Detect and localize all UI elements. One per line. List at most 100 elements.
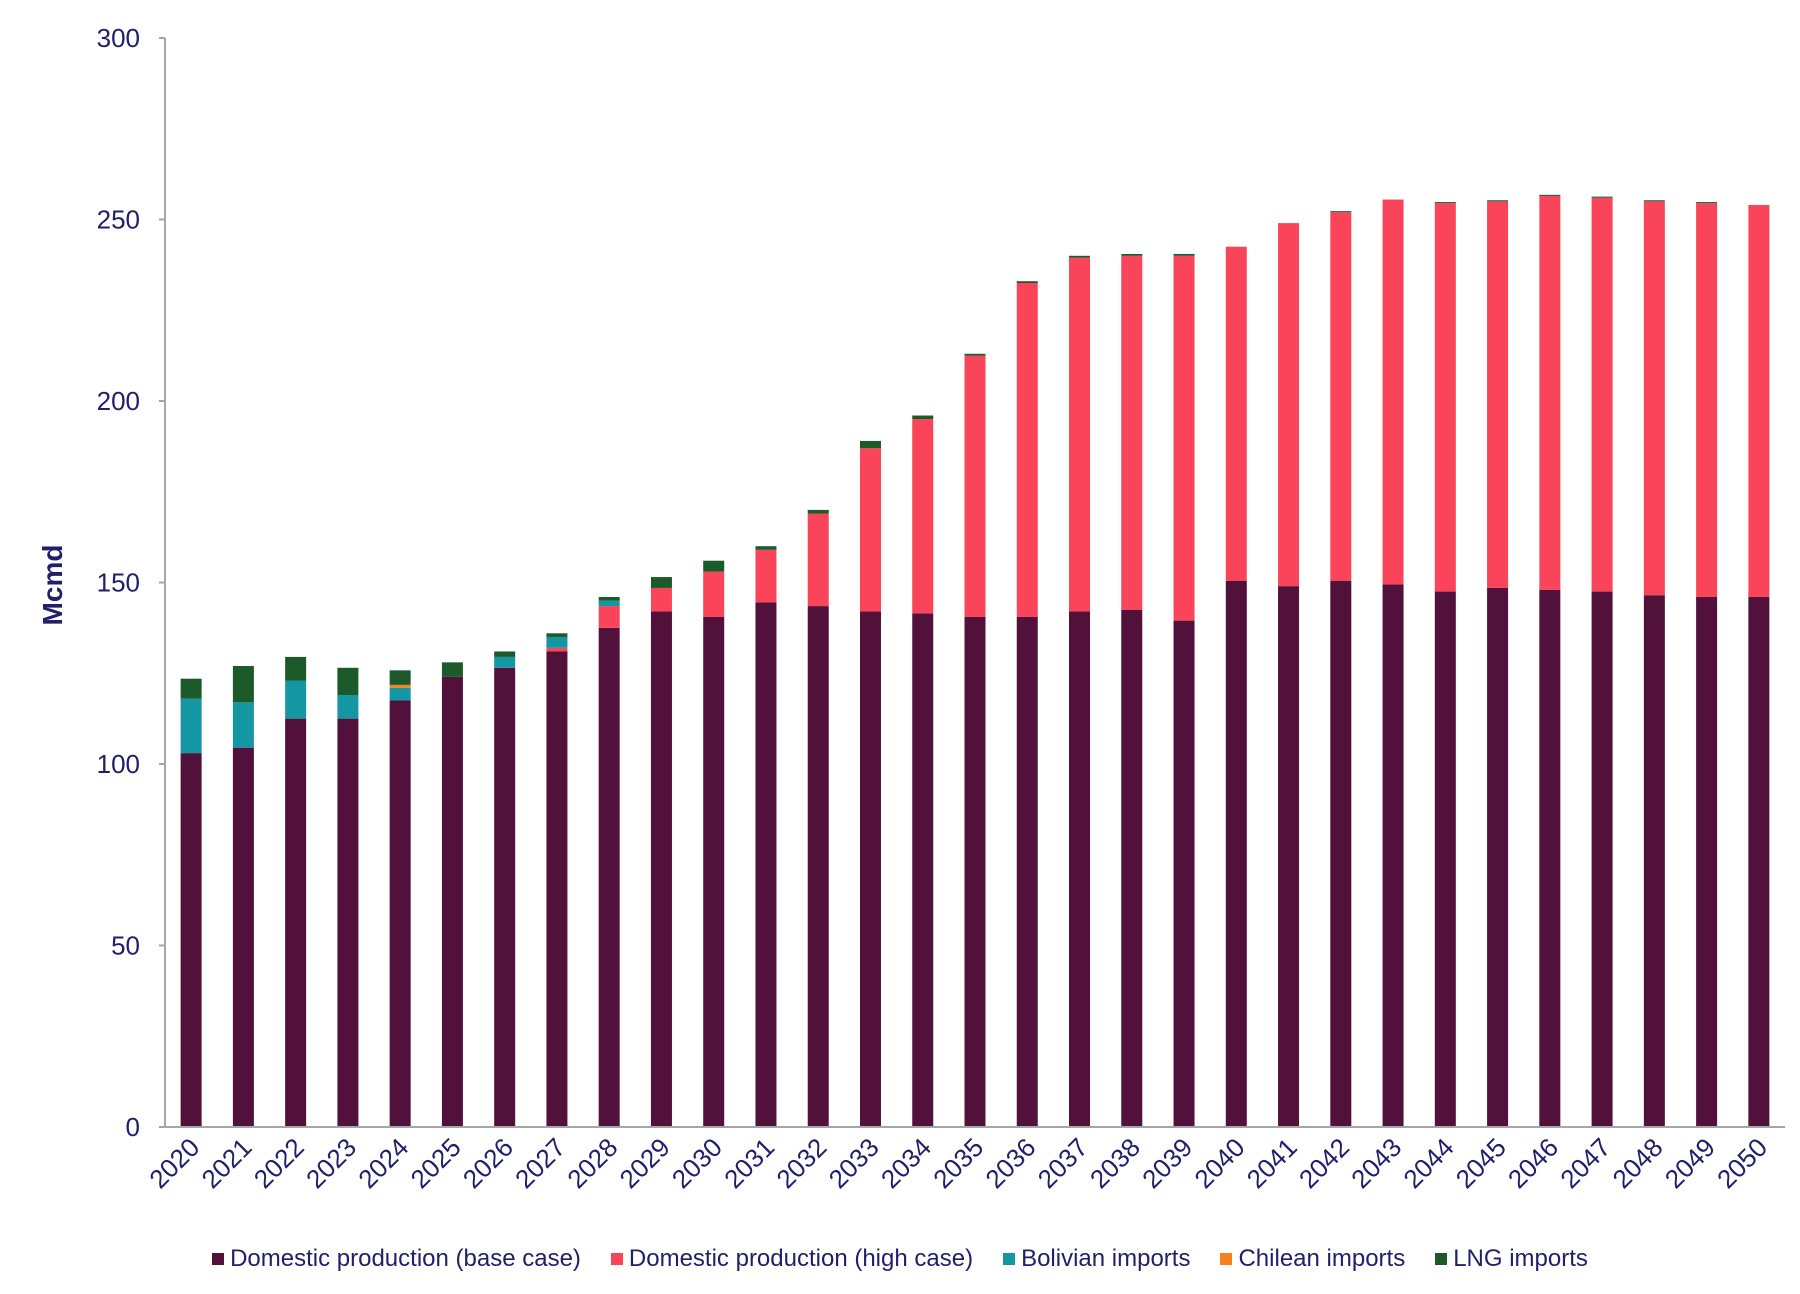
- x-tick-label: 2025: [405, 1132, 467, 1194]
- x-tick-label: 2034: [875, 1132, 937, 1194]
- bar-2039-series-1: [1173, 255, 1195, 621]
- bar-2022-series-2: [285, 680, 307, 719]
- bar-2020-series-4: [180, 678, 202, 699]
- bar-2031-series-0: [755, 602, 777, 1127]
- bar-2032-series-4: [807, 509, 829, 514]
- bar-2042-series-1: [1330, 212, 1352, 581]
- x-tick-label: 2043: [1345, 1132, 1407, 1194]
- bar-2045-series-1: [1487, 201, 1509, 588]
- x-tick-label: 2031: [718, 1132, 780, 1194]
- x-tick-label: 2035: [927, 1132, 989, 1194]
- bars: [180, 194, 1770, 1127]
- bar-2026-series-4: [494, 651, 516, 657]
- bar-2028-series-4: [598, 597, 620, 601]
- bar-2049-series-0: [1696, 597, 1718, 1127]
- x-tick-label: 2023: [300, 1132, 362, 1194]
- bar-2042-series-4: [1330, 211, 1352, 213]
- x-axis-ticks: 2020202120222023202420252026202720282029…: [143, 1132, 1773, 1194]
- bar-2023-series-0: [337, 718, 359, 1127]
- bar-2029-series-4: [650, 577, 672, 588]
- bar-2036-series-4: [1016, 281, 1038, 284]
- bar-2050-series-1: [1748, 204, 1770, 598]
- bar-2037-series-4: [1069, 255, 1091, 258]
- bar-2024-series-3: [389, 684, 411, 688]
- bar-2030-series-1: [703, 571, 725, 617]
- y-tick-label: 150: [97, 568, 140, 598]
- bar-2035-series-4: [964, 353, 986, 356]
- bar-2050-series-0: [1748, 597, 1770, 1127]
- x-tick-label: 2045: [1450, 1132, 1512, 1194]
- bar-2031-series-4: [755, 546, 777, 550]
- legend-swatch: [1003, 1253, 1016, 1265]
- legend-item: Bolivian imports: [1003, 1245, 1190, 1273]
- bar-2030-series-4: [703, 560, 725, 572]
- bar-2035-series-1: [964, 355, 986, 617]
- bar-2024-series-2: [389, 687, 411, 701]
- legend-label: Domestic production (high case): [628, 1245, 974, 1272]
- bar-2046-series-4: [1539, 194, 1561, 196]
- bar-2034-series-4: [912, 415, 934, 420]
- x-tick-label: 2047: [1554, 1132, 1616, 1194]
- bar-2045-series-0: [1487, 587, 1509, 1127]
- bar-2040-series-1: [1225, 246, 1247, 581]
- x-tick-label: 2021: [196, 1132, 258, 1194]
- bar-2024-series-0: [389, 700, 411, 1127]
- bar-2049-series-1: [1696, 203, 1718, 598]
- bar-2044-series-1: [1434, 203, 1456, 592]
- bar-2032-series-1: [807, 513, 829, 607]
- y-tick-label: 0: [126, 1112, 140, 1142]
- bar-2027-series-1: [546, 647, 568, 652]
- bar-2036-series-0: [1016, 616, 1038, 1127]
- legend-item: LNG imports: [1435, 1245, 1588, 1273]
- legend-item: Chilean imports: [1220, 1245, 1405, 1273]
- bar-2032-series-0: [807, 606, 829, 1127]
- bar-2027-series-4: [546, 633, 568, 637]
- bar-2021-series-2: [232, 702, 254, 748]
- x-tick-label: 2029: [614, 1132, 676, 1194]
- bar-2026-series-0: [494, 667, 516, 1127]
- bar-2035-series-0: [964, 616, 986, 1127]
- bar-2039-series-4: [1173, 253, 1195, 256]
- bar-2038-series-4: [1121, 253, 1143, 256]
- bar-2033-series-0: [859, 611, 881, 1127]
- bar-2044-series-4: [1434, 202, 1456, 204]
- bar-2021-series-0: [232, 747, 254, 1127]
- bar-2037-series-1: [1069, 257, 1091, 612]
- bar-2045-series-4: [1487, 200, 1509, 202]
- legend-label: Domestic production (base case): [230, 1245, 581, 1272]
- y-axis-title: Mcmd: [37, 545, 68, 626]
- bar-2028-series-2: [598, 600, 620, 607]
- bar-2022-series-4: [285, 656, 307, 681]
- bar-2021-series-4: [232, 665, 254, 703]
- bar-2022-series-0: [285, 718, 307, 1127]
- bar-2041-series-1: [1278, 223, 1300, 587]
- bar-2031-series-1: [755, 549, 777, 603]
- legend-swatch: [1435, 1253, 1448, 1265]
- bar-2020-series-2: [180, 698, 202, 754]
- x-tick-label: 2044: [1397, 1132, 1459, 1194]
- x-tick-label: 2028: [561, 1132, 623, 1194]
- y-axis-ticks: 0 50 100 150 200 250 300: [97, 23, 165, 1142]
- x-tick-label: 2050: [1711, 1132, 1773, 1194]
- bar-2046-series-0: [1539, 589, 1561, 1127]
- bar-2038-series-1: [1121, 255, 1143, 610]
- bar-2027-series-2: [546, 636, 568, 648]
- bar-2029-series-0: [650, 611, 672, 1127]
- bar-2028-series-0: [598, 627, 620, 1127]
- y-tick-label: 200: [97, 386, 140, 416]
- x-tick-label: 2038: [1084, 1132, 1146, 1194]
- legend-swatch: [1220, 1253, 1233, 1265]
- y-tick-label: 50: [111, 931, 140, 961]
- bar-2042-series-0: [1330, 580, 1352, 1127]
- bar-2044-series-0: [1434, 591, 1456, 1127]
- x-tick-label: 2027: [509, 1132, 571, 1194]
- x-tick-label: 2022: [248, 1132, 310, 1194]
- legend-item: Domestic production (high case): [610, 1245, 974, 1273]
- x-tick-label: 2024: [352, 1132, 414, 1194]
- bar-2036-series-1: [1016, 283, 1038, 617]
- bar-2048-series-4: [1643, 200, 1665, 202]
- x-tick-label: 2033: [823, 1132, 885, 1194]
- bar-2048-series-1: [1643, 201, 1665, 596]
- x-tick-label: 2049: [1659, 1132, 1721, 1194]
